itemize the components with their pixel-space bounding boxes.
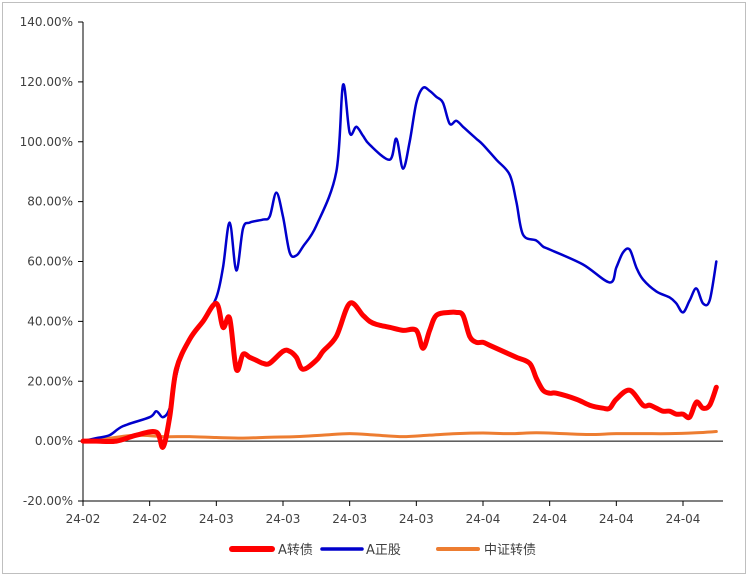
x-tick-label: 24-04: [666, 512, 701, 526]
x-tick-label: 24-04: [532, 512, 567, 526]
y-tick-label: -20.00%: [23, 494, 73, 508]
legend: A转债 A正股 中证转债: [229, 543, 536, 558]
x-tick-label: 24-02: [132, 512, 167, 526]
x-tick-label: 24-03: [399, 512, 434, 526]
y-tick-label: 20.00%: [27, 374, 73, 388]
legend-label-0: A转债: [278, 543, 313, 558]
series-line-1: [81, 83, 718, 443]
x-tick-label: 24-03: [332, 512, 367, 526]
y-tick-label: 60.00%: [27, 255, 73, 269]
y-tick-label: 80.00%: [27, 195, 73, 209]
y-tick-label: 100.00%: [20, 135, 73, 149]
y-tick-label: 40.00%: [27, 314, 73, 328]
series-line-2: [81, 430, 718, 443]
legend-label-2: 中证转债: [484, 543, 536, 558]
y-tick-label: 120.00%: [20, 75, 73, 89]
series-lines: [80, 83, 719, 450]
axes: -20.00% 0.00% 20.00% 40.00% 60.00% 80.00% 100.…: [20, 15, 723, 526]
x-tick-label: 24-03: [199, 512, 234, 526]
legend-label-1: A正股: [366, 543, 401, 558]
y-tick-label: 0.00%: [35, 434, 73, 448]
series-line-0: [80, 300, 719, 450]
x-tick-label: 24-03: [266, 512, 301, 526]
y-tick-label: 140.00%: [20, 15, 73, 29]
x-tick-label: 24-04: [599, 512, 634, 526]
x-tick-label: 24-02: [66, 512, 101, 526]
x-tick-label: 24-04: [466, 512, 501, 526]
